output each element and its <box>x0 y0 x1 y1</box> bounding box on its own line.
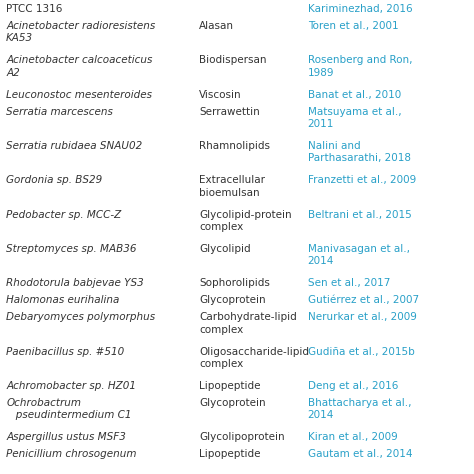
Text: Viscosin: Viscosin <box>199 90 242 100</box>
Text: Acinetobacter calcoaceticus
A2: Acinetobacter calcoaceticus A2 <box>6 55 153 78</box>
Text: Gudiña et al., 2015b: Gudiña et al., 2015b <box>308 346 414 356</box>
Text: Matsuyama et al.,
2011: Matsuyama et al., 2011 <box>308 107 401 129</box>
Text: Halomonas eurihalina: Halomonas eurihalina <box>6 295 119 305</box>
Text: Debaryomyces polymorphus: Debaryomyces polymorphus <box>6 312 155 322</box>
Text: Extracellular
bioemulsan: Extracellular bioemulsan <box>199 175 265 198</box>
Text: Achromobacter sp. HZ01: Achromobacter sp. HZ01 <box>6 381 136 391</box>
Text: Pedobacter sp. MCC-Z: Pedobacter sp. MCC-Z <box>6 210 121 219</box>
Text: Sophorolipids: Sophorolipids <box>199 278 270 288</box>
Text: Paenibacillus sp. #510: Paenibacillus sp. #510 <box>6 346 124 356</box>
Text: Alasan: Alasan <box>199 21 234 31</box>
Text: Nalini and
Parthasarathi, 2018: Nalini and Parthasarathi, 2018 <box>308 141 410 164</box>
Text: Biodispersan: Biodispersan <box>199 55 267 65</box>
Text: Glycoprotein: Glycoprotein <box>199 295 266 305</box>
Text: Penicillium chrosogenum: Penicillium chrosogenum <box>6 449 137 459</box>
Text: Aspergillus ustus MSF3: Aspergillus ustus MSF3 <box>6 432 126 442</box>
Text: Franzetti et al., 2009: Franzetti et al., 2009 <box>308 175 416 185</box>
Text: Nerurkar et al., 2009: Nerurkar et al., 2009 <box>308 312 417 322</box>
Text: Rhodotorula babjevae YS3: Rhodotorula babjevae YS3 <box>6 278 144 288</box>
Text: Glycoprotein: Glycoprotein <box>199 398 266 408</box>
Text: Rosenberg and Ron,
1989: Rosenberg and Ron, 1989 <box>308 55 412 78</box>
Text: PTCC 1316: PTCC 1316 <box>6 4 63 14</box>
Text: Acinetobacter radioresistens
KA53: Acinetobacter radioresistens KA53 <box>6 21 155 44</box>
Text: Kariminezhad, 2016: Kariminezhad, 2016 <box>308 4 412 14</box>
Text: Glycolipoprotein: Glycolipoprotein <box>199 432 285 442</box>
Text: Banat et al., 2010: Banat et al., 2010 <box>308 90 401 100</box>
Text: Rhamnolipids: Rhamnolipids <box>199 141 270 151</box>
Text: Glycolipid: Glycolipid <box>199 244 251 254</box>
Text: Oligosaccharide-lipid
complex: Oligosaccharide-lipid complex <box>199 346 310 369</box>
Text: Streptomyces sp. MAB36: Streptomyces sp. MAB36 <box>6 244 137 254</box>
Text: Lipopeptide: Lipopeptide <box>199 381 261 391</box>
Text: Manivasagan et al.,
2014: Manivasagan et al., 2014 <box>308 244 410 266</box>
Text: Serratia marcescens: Serratia marcescens <box>6 107 113 117</box>
Text: Glycolipid-protein
complex: Glycolipid-protein complex <box>199 210 292 232</box>
Text: Gautam et al., 2014: Gautam et al., 2014 <box>308 449 412 459</box>
Text: Gordonia sp. BS29: Gordonia sp. BS29 <box>6 175 102 185</box>
Text: Ochrobactrum
   pseudintermedium C1: Ochrobactrum pseudintermedium C1 <box>6 398 132 420</box>
Text: Bhattacharya et al.,
2014: Bhattacharya et al., 2014 <box>308 398 411 420</box>
Text: Toren et al., 2001: Toren et al., 2001 <box>308 21 398 31</box>
Text: Lipopeptide: Lipopeptide <box>199 449 261 459</box>
Text: Gutiérrez et al., 2007: Gutiérrez et al., 2007 <box>308 295 419 305</box>
Text: Serrawettin: Serrawettin <box>199 107 260 117</box>
Text: Sen et al., 2017: Sen et al., 2017 <box>308 278 390 288</box>
Text: Deng et al., 2016: Deng et al., 2016 <box>308 381 398 391</box>
Text: Carbohydrate-lipid
complex: Carbohydrate-lipid complex <box>199 312 297 335</box>
Text: Beltrani et al., 2015: Beltrani et al., 2015 <box>308 210 411 219</box>
Text: Kiran et al., 2009: Kiran et al., 2009 <box>308 432 397 442</box>
Text: Leuconostoc mesenteroides: Leuconostoc mesenteroides <box>6 90 152 100</box>
Text: Serratia rubidaea SNAU02: Serratia rubidaea SNAU02 <box>6 141 142 151</box>
